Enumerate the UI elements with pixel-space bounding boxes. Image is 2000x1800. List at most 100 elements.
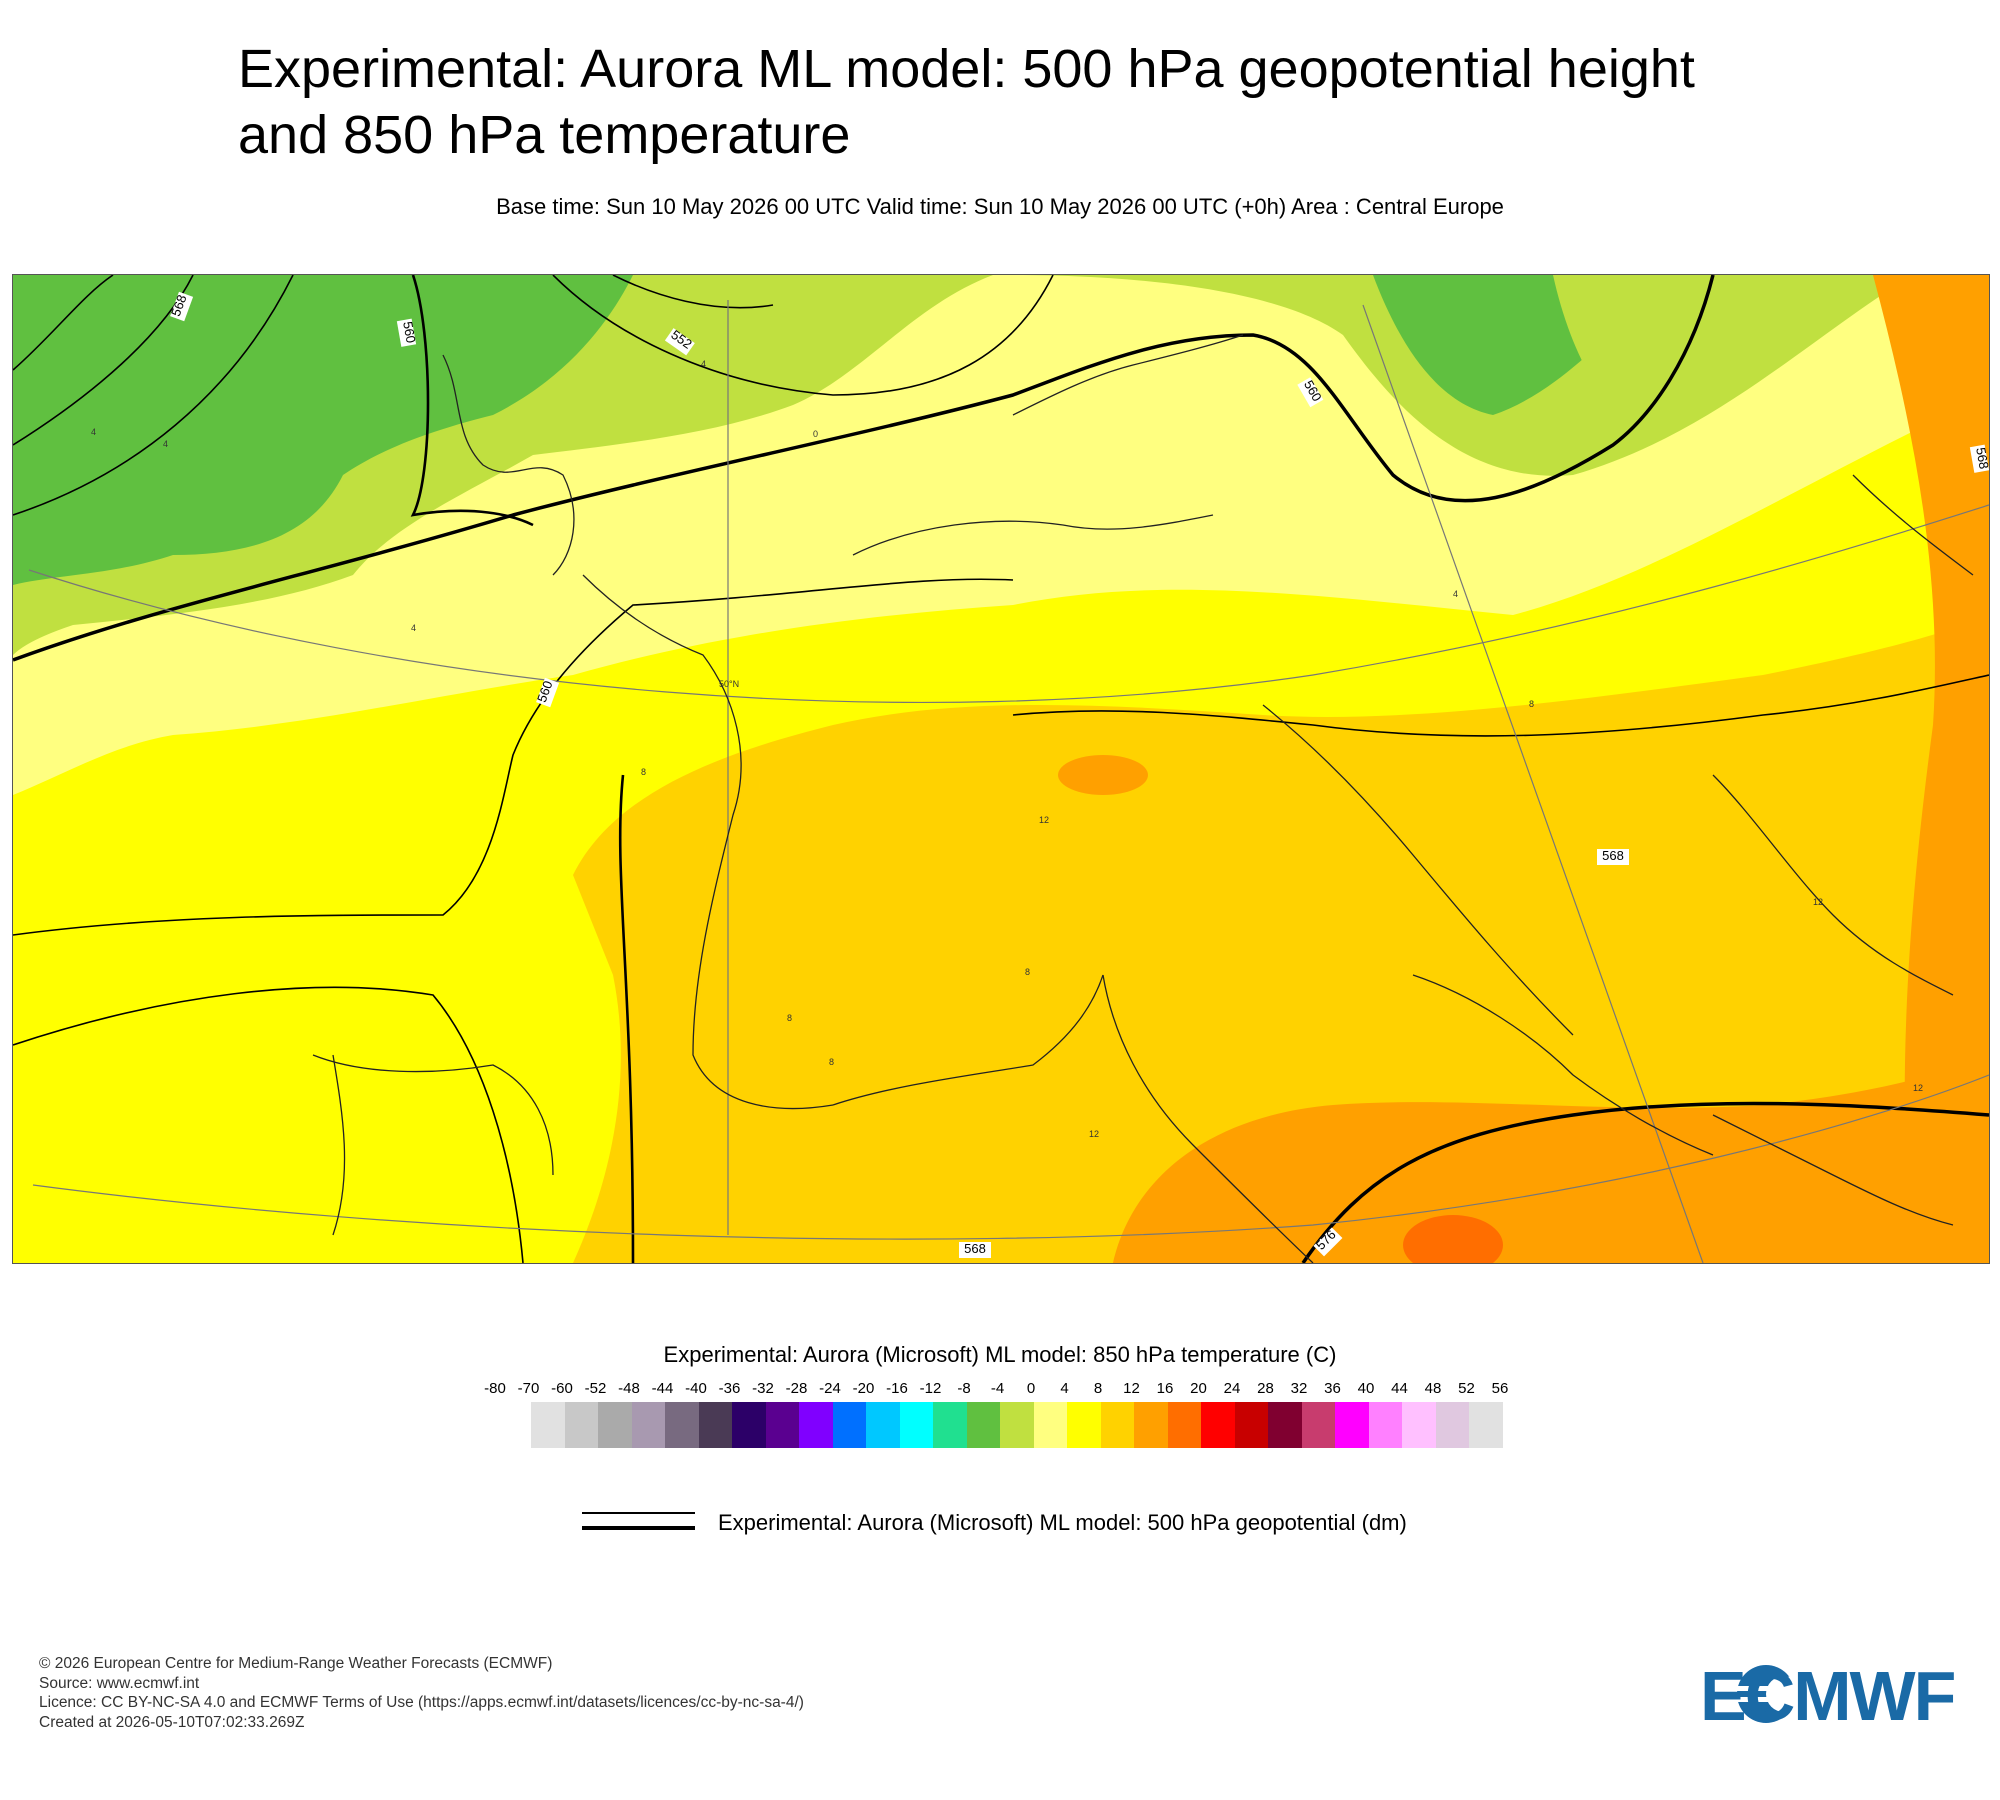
temp-label: 0 [813,429,818,439]
temp-band-12-16-south [1113,1055,1989,1263]
contour-label: 568 [1602,848,1624,863]
colorbar-swatch [1167,1402,1202,1448]
colorbar-swatch [698,1402,733,1448]
colorbar-swatch [1134,1402,1168,1448]
ecmwf-logo-text: ECMWF [1700,1657,1956,1735]
temp-band-12-16-alps [1058,755,1148,795]
colorbar-swatch [899,1402,934,1448]
colorbar-swatch [765,1402,800,1448]
colorbar-tick-label: 28 [1257,1380,1274,1397]
colorbar-tick-label: 48 [1424,1380,1442,1397]
colorbar-tick-label: -70 [517,1380,540,1397]
colorbar-tick-label: 32 [1290,1380,1308,1397]
temp-label: 8 [787,1013,792,1023]
colorbar-tick-label: -16 [886,1380,908,1397]
temp-band-minus8-minus4 [13,275,633,585]
colorbar-tick-label: 8 [1093,1380,1103,1397]
temp-band-16-20 [1403,1215,1503,1263]
colorbar-tick-label: 52 [1458,1380,1475,1397]
contour-label: 560 [534,679,556,705]
colorbar-swatch [1201,1402,1235,1448]
geopotential-contours [13,275,1989,1263]
geopotential-legend-label: Experimental: Aurora (Microsoft) ML mode… [718,1510,1407,1535]
colorbar-swatch [1234,1402,1269,1448]
colorbar-tick-label: -20 [852,1380,875,1397]
contour-568-west [13,578,1014,936]
colorbar-swatch [564,1402,599,1448]
colorbar-tick-label: 12 [1123,1380,1140,1397]
temperature-colorbar: -80 -70 -60 -52 -48 -44 -40 -36 -32 -28 -24 -20 -16-… [484,1380,1515,1452]
contour-568-iberia [13,986,524,1263]
colorbar-tick-label: -28 [785,1380,808,1397]
temp-label: 4 [1453,589,1458,599]
colorbar-swatch [1067,1402,1101,1448]
temp-label-group: 4 4 4 0 4 4 8 8 12 8 8 8 12 12 12 50°N [91,359,1923,1139]
contour-label-group: 568 560 552 560 560 568 568 576 568 [168,291,1989,1258]
weather-map[interactable]: 568 560 552 560 560 568 568 576 568 4 4 … [12,274,1990,1264]
grid-lines [28,300,1989,1263]
colorbar-tick-label: -4 [990,1380,1005,1397]
colorbar-swatch [832,1402,867,1448]
colorbar-tick-label: 16 [1156,1380,1174,1397]
colorbar-title: Experimental: Aurora (Microsoft) ML mode… [663,1342,1337,1367]
colorbar-swatch [531,1402,565,1448]
contour-nw-1 [13,275,114,371]
colorbar-tick-label: -60 [551,1380,573,1397]
chart-title: Experimental: Aurora ML model: 500 hPa g… [238,39,1695,165]
colorbar-tick-label: -52 [584,1380,607,1397]
footer: © 2026 European Centre for Medium-Range … [39,1654,804,1732]
temp-label: 12 [1813,897,1823,907]
contour-560-biscay [618,774,635,1263]
footer-licence: Licence: CC BY-NC-SA 4.0 and ECMWF Terms… [39,1694,804,1711]
colorbar-tick-label: -48 [618,1380,640,1397]
colorbar-swatch [966,1402,1001,1448]
colorbar-swatch [1301,1402,1336,1448]
contour-576-thick [1301,1101,1989,1263]
colorbar-tick-label: 56 [1491,1380,1509,1397]
footer-created: Created at 2026-05-10T07:02:33.269Z [39,1713,305,1731]
colorbar-swatch [598,1402,632,1448]
thin-line-sample [582,1512,695,1514]
colorbar-swatch [799,1402,833,1448]
temp-label: 12 [1913,1083,1923,1093]
colorbar-swatch [1033,1402,1068,1448]
temp-label: 4 [411,623,416,633]
colorbar-swatch [1368,1402,1403,1448]
thick-line-sample [582,1526,695,1530]
colorbar-tick-label: 20 [1190,1380,1207,1397]
temp-label: 12 [1039,815,1049,825]
colorbar-tick-label: -24 [819,1380,841,1397]
latitude-label: 50°N [719,679,739,689]
colorbar-tick-label: 0 [1026,1380,1036,1397]
colorbar-swatch [1100,1402,1135,1448]
contour-552 [552,275,1054,396]
colorbar-tick-label: -12 [919,1380,942,1397]
temp-band-8-12 [573,615,1989,1263]
colorbar-tick-label: 4 [1060,1380,1069,1397]
colorbar-tick-label: 36 [1324,1380,1341,1397]
colorbar-swatch [1435,1402,1470,1448]
temp-label: 4 [91,427,96,437]
temp-label: 4 [163,439,168,449]
temp-label: 8 [829,1057,834,1067]
colorbar-tick-label: 24 [1223,1380,1241,1397]
chart-subtitle: Base time: Sun 10 May 2026 00 UTC Valid … [496,194,1504,219]
contour-label: 568 [168,293,190,319]
contour-568-east [1012,674,1989,737]
contour-nw-3 [13,275,294,516]
colorbar-tick-label: 40 [1357,1380,1375,1397]
colorbar-swatch [631,1402,666,1448]
colorbar-swatch [665,1402,699,1448]
ecmwf-logo-icon [1724,1665,1810,1723]
contour-560-thick [13,275,1715,662]
colorbar-swatch [1268,1402,1302,1448]
map-svg: 568 560 552 560 560 568 568 576 568 4 4 … [13,275,1989,1263]
contour-label: 568 [964,1241,986,1256]
temp-label: 4 [701,359,706,369]
colorbar-tick-label: 44 [1391,1380,1408,1397]
colorbar-tick-label: -44 [651,1380,674,1397]
colorbar-tick-label: -32 [752,1380,774,1397]
geopotential-line-swatch [582,1508,697,1534]
colorbar-swatch [1402,1402,1436,1448]
temp-band-minus4-0-east [1553,275,1783,435]
